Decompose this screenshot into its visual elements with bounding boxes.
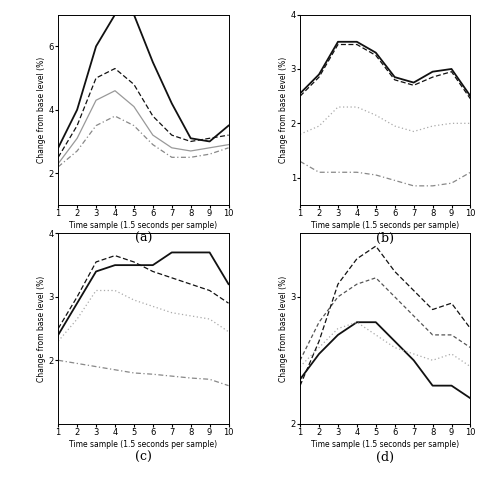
Text: (b): (b): [376, 232, 393, 244]
Y-axis label: Change from base level (%): Change from base level (%): [37, 276, 46, 382]
X-axis label: Time sample (1.5 seconds per sample): Time sample (1.5 seconds per sample): [311, 440, 458, 449]
Text: (c): (c): [135, 450, 151, 464]
Y-axis label: Change from base level (%): Change from base level (%): [37, 56, 46, 163]
Text: (d): (d): [376, 450, 393, 464]
Y-axis label: Change from base level (%): Change from base level (%): [278, 276, 287, 382]
X-axis label: Time sample (1.5 seconds per sample): Time sample (1.5 seconds per sample): [69, 221, 217, 230]
X-axis label: Time sample (1.5 seconds per sample): Time sample (1.5 seconds per sample): [311, 221, 458, 230]
Text: (a): (a): [135, 232, 152, 244]
X-axis label: Time sample (1.5 seconds per sample): Time sample (1.5 seconds per sample): [69, 440, 217, 449]
Y-axis label: Change from base level (%): Change from base level (%): [278, 56, 287, 163]
